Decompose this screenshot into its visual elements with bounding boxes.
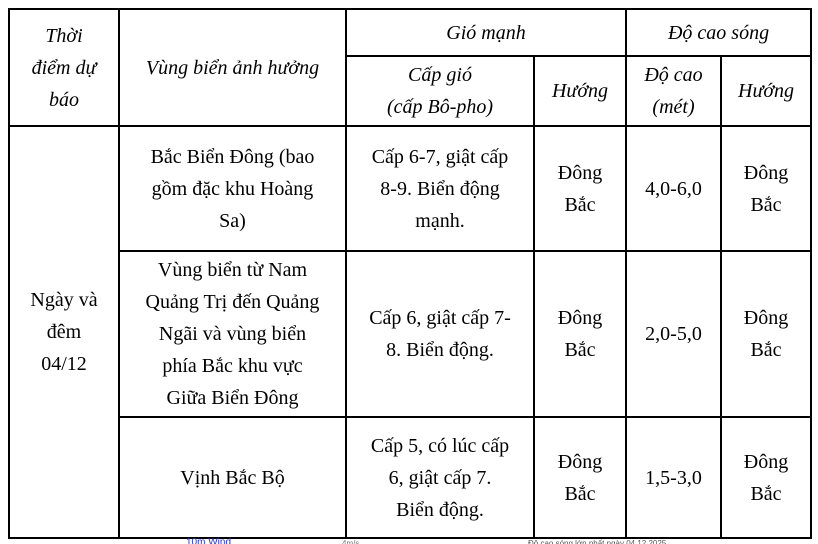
header-forecast-time: Thời điểm dự báo bbox=[8, 8, 120, 127]
marine-forecast-table: Thời điểm dự báo Vùng biển ảnh hưởng Gió… bbox=[8, 8, 813, 539]
footer-wind-chart-link[interactable]: 10m Wind bbox=[186, 537, 232, 544]
cell-wave-direction: Đông Bắc bbox=[720, 125, 813, 252]
header-row-subcolumns: Cấp gió (cấp Bô-pho) Hướng Độ cao (mét) … bbox=[9, 55, 813, 127]
cell-wind-level: Cấp 6, giật cấp 7- 8. Biển động. bbox=[345, 250, 535, 418]
header-wave-direction: Hướng bbox=[720, 55, 813, 127]
cell-area: Vùng biển từ Nam Quảng Trị đến Quảng Ngã… bbox=[118, 250, 347, 418]
cell-wave-height: 4,0-6,0 bbox=[625, 125, 723, 252]
cell-wave-height: 1,5-3,0 bbox=[625, 416, 723, 539]
footer-note-fragment: 4m/s bbox=[342, 539, 360, 544]
cell-wind-direction: Đông Bắc bbox=[532, 250, 628, 418]
footer-wave-caption-fragment: Độ cao sóng lớn nhất ngày 04.12.2025 bbox=[528, 539, 667, 544]
table-row: Vịnh Bắc Bộ Cấp 5, có lúc cấp 6, giật cấ… bbox=[9, 416, 813, 539]
header-wind-level: Cấp gió (cấp Bô-pho) bbox=[345, 55, 535, 127]
cell-wave-height: 2,0-5,0 bbox=[625, 250, 723, 418]
header-row-groups: Thời điểm dự báo Vùng biển ảnh hưởng Gió… bbox=[8, 8, 813, 127]
header-wave-height: Độ cao (mét) bbox=[625, 55, 723, 127]
cell-wave-direction: Đông Bắc bbox=[720, 250, 813, 418]
cell-wind-direction: Đông Bắc bbox=[532, 125, 628, 252]
cell-area: Vịnh Bắc Bộ bbox=[118, 416, 347, 539]
header-strong-wind-group: Gió mạnh bbox=[344, 8, 628, 57]
header-affected-area: Vùng biển ảnh hưởng bbox=[118, 8, 347, 127]
cell-area: Bắc Biển Đông (bao gồm đặc khu Hoàng Sa) bbox=[118, 125, 347, 252]
table-row: Ngày và đêm 04/12 Bắc Biển Đông (bao gồm… bbox=[8, 125, 813, 539]
cell-wave-direction: Đông Bắc bbox=[720, 416, 813, 539]
cell-wind-direction: Đông Bắc bbox=[532, 416, 628, 539]
header-wind-direction: Hướng bbox=[532, 55, 628, 127]
cell-wind-level: Cấp 6-7, giật cấp 8-9. Biển động mạnh. bbox=[345, 125, 535, 252]
header-wave-height-group: Độ cao sóng bbox=[625, 8, 813, 57]
table-row: Vùng biển từ Nam Quảng Trị đến Quảng Ngã… bbox=[9, 250, 813, 418]
cell-wind-level: Cấp 5, có lúc cấp 6, giật cấp 7. Biển độ… bbox=[345, 416, 535, 539]
cell-forecast-time: Ngày và đêm 04/12 bbox=[8, 125, 120, 539]
